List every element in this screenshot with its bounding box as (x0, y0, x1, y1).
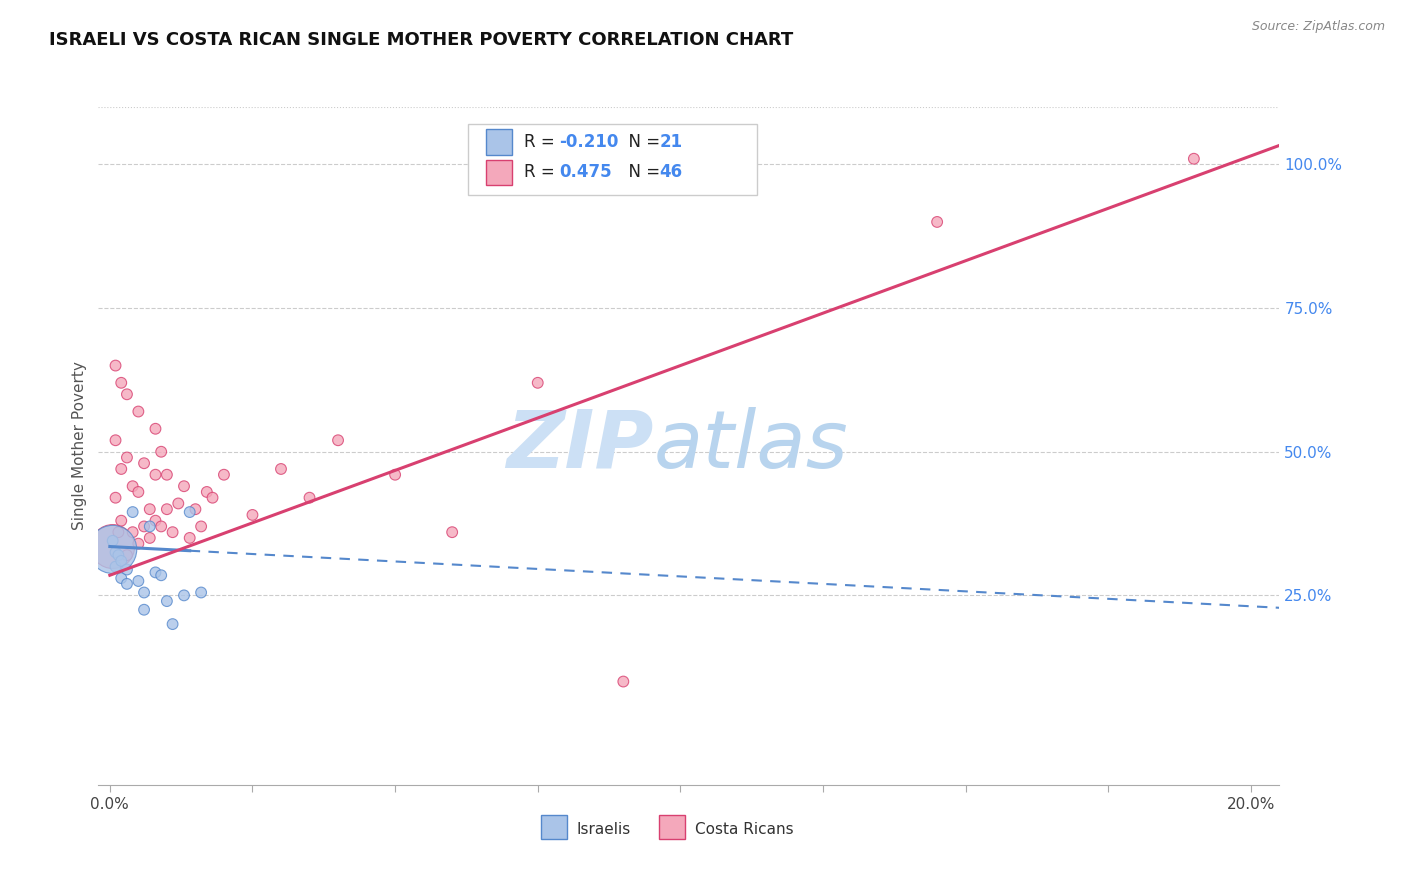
Point (115, 562, 138, 576)
Point (150, 444, 173, 458)
Point (1182, 152, 1205, 166)
Point (184, 502, 207, 516)
Point (121, 525, 143, 540)
Point (110, 376, 132, 390)
Bar (486, 129, 512, 155)
Point (107, 548, 129, 562)
Bar (659, 815, 685, 839)
Point (101, 542, 124, 557)
Point (121, 505, 143, 519)
Point (115, 387, 138, 401)
Point (139, 531, 162, 545)
Point (145, 514, 167, 528)
Point (526, 376, 548, 390)
Point (270, 462, 292, 476)
Point (139, 502, 162, 516)
Point (156, 502, 179, 516)
Text: 46: 46 (659, 163, 682, 181)
Point (298, 491, 321, 505)
Point (179, 505, 201, 519)
Point (104, 434, 127, 448)
Point (110, 514, 132, 528)
Point (127, 536, 149, 550)
Point (173, 479, 195, 493)
Point (201, 491, 224, 505)
Point (145, 467, 167, 482)
Text: -0.210: -0.210 (560, 133, 619, 151)
Point (156, 467, 179, 482)
Text: Israelis: Israelis (576, 822, 631, 837)
Point (104, 359, 127, 373)
Point (132, 585, 155, 599)
Point (115, 548, 138, 562)
Point (167, 496, 190, 510)
Point (132, 603, 155, 617)
Point (104, 545, 127, 559)
Point (156, 594, 179, 608)
Point (132, 456, 155, 470)
Y-axis label: Single Mother Poverty: Single Mother Poverty (72, 361, 87, 531)
Point (173, 588, 195, 602)
Point (179, 531, 201, 545)
Point (127, 574, 149, 588)
Text: N =: N = (619, 163, 665, 181)
Text: Costa Ricans: Costa Ricans (695, 822, 793, 837)
Point (242, 508, 264, 522)
Text: R =: R = (523, 163, 560, 181)
Point (190, 585, 212, 599)
Point (121, 479, 143, 493)
Point (145, 422, 167, 436)
Point (101, 540, 124, 554)
Point (107, 525, 129, 540)
Text: ISRAELI VS COSTA RICAN SINGLE MOTHER POVERTY CORRELATION CHART: ISRAELI VS COSTA RICAN SINGLE MOTHER POV… (49, 31, 793, 49)
Point (384, 467, 406, 482)
Point (212, 467, 235, 482)
Point (110, 462, 132, 476)
Bar (486, 160, 512, 186)
Point (190, 519, 212, 533)
Point (612, 674, 634, 689)
Point (110, 554, 132, 568)
Point (127, 404, 149, 418)
Text: N =: N = (619, 133, 665, 151)
Point (326, 434, 349, 448)
Point (162, 617, 184, 632)
Text: 0.475: 0.475 (560, 163, 612, 181)
Point (104, 491, 127, 505)
Point (139, 519, 162, 533)
Text: 21: 21 (659, 133, 682, 151)
Point (127, 485, 149, 500)
Point (101, 533, 124, 548)
Text: atlas: atlas (654, 407, 848, 485)
Point (115, 450, 138, 465)
Text: Source: ZipAtlas.com: Source: ZipAtlas.com (1251, 20, 1385, 33)
Text: ZIP: ZIP (506, 407, 654, 485)
Point (150, 568, 173, 582)
Point (110, 571, 132, 585)
FancyBboxPatch shape (468, 124, 758, 195)
Point (927, 215, 949, 229)
Point (104, 559, 127, 574)
Bar (541, 815, 567, 839)
Point (150, 519, 173, 533)
Point (195, 485, 218, 500)
Point (162, 525, 184, 540)
Point (132, 519, 155, 533)
Text: R =: R = (523, 133, 560, 151)
Point (145, 566, 167, 580)
Point (115, 577, 138, 591)
Point (441, 525, 464, 540)
